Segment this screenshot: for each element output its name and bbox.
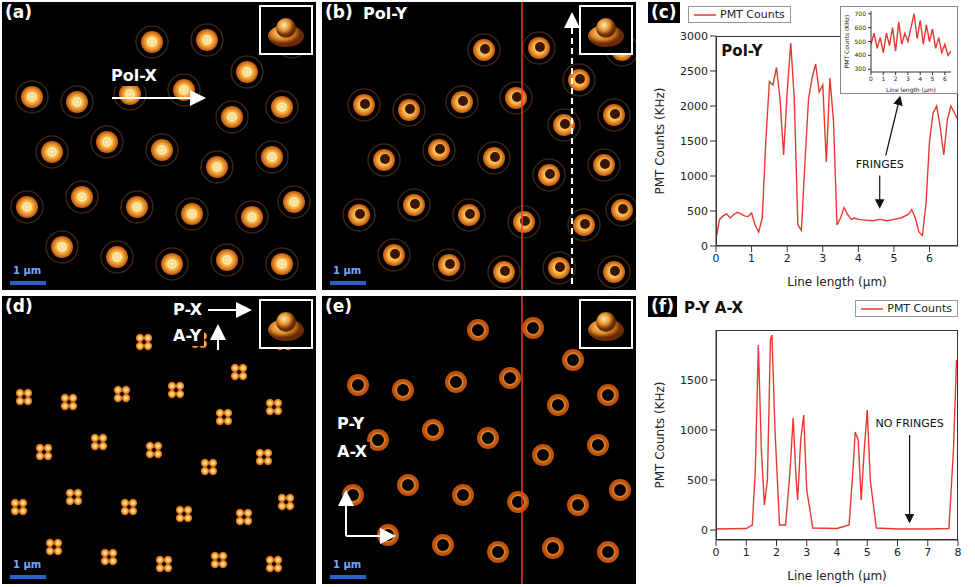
svg-text:6: 6 <box>926 252 933 265</box>
html-text:FRINGES: FRINGES <box>855 157 904 171</box>
svg-text:0: 0 <box>713 252 720 265</box>
svg-text:6: 6 <box>943 75 947 82</box>
html-text:P-Y A-X: P-Y A-X <box>684 299 743 317</box>
html-text:A-Y: A-Y <box>173 326 202 345</box>
html-text:A-X: A-X <box>337 442 368 461</box>
svg-text:1: 1 <box>748 252 755 265</box>
svg-text:3: 3 <box>819 252 826 265</box>
svg-text:1: 1 <box>743 546 750 559</box>
svg-text:2000: 2000 <box>680 100 708 113</box>
svg-text:1500: 1500 <box>680 135 708 148</box>
svg-text:0: 0 <box>713 546 720 559</box>
html-text:(f): (f) <box>651 296 674 316</box>
html-text:(d): (d) <box>5 296 33 316</box>
svg-text:2: 2 <box>784 252 791 265</box>
html-text:(c): (c) <box>651 2 677 22</box>
svg-text:2: 2 <box>894 75 898 82</box>
svg-text:1000: 1000 <box>680 170 708 183</box>
html-text:1 µm: 1 µm <box>333 265 362 276</box>
svg-text:7: 7 <box>924 546 931 559</box>
svg-text:PMT Counts (KHz): PMT Counts (KHz) <box>653 382 667 489</box>
svg-text:600: 600 <box>855 24 867 31</box>
svg-text:3: 3 <box>906 75 910 82</box>
svg-text:300: 300 <box>855 65 867 72</box>
svg-text:3000: 3000 <box>680 30 708 43</box>
html-text:Pol-X: Pol-X <box>111 66 157 85</box>
html-text:1 µm: 1 µm <box>13 559 42 570</box>
svg-text:Line length (µm): Line length (µm) <box>787 275 887 289</box>
svg-text:0: 0 <box>701 524 708 537</box>
html-text:(a): (a) <box>5 2 32 22</box>
svg-text:5: 5 <box>864 546 871 559</box>
svg-text:8: 8 <box>955 546 962 559</box>
svg-text:4: 4 <box>918 75 922 82</box>
html-text:1 µm: 1 µm <box>13 265 42 276</box>
svg-text:2500: 2500 <box>680 65 708 78</box>
svg-text:PMT Counts (KHz): PMT Counts (KHz) <box>843 15 850 69</box>
svg-text:500: 500 <box>687 474 708 487</box>
svg-text:1: 1 <box>881 75 885 82</box>
svg-text:0: 0 <box>869 75 873 82</box>
svg-text:500: 500 <box>687 205 708 218</box>
svg-text:5: 5 <box>890 252 897 265</box>
svg-text:3: 3 <box>803 546 810 559</box>
svg-text:1500: 1500 <box>680 374 708 387</box>
html-text:(b): (b) <box>325 2 353 22</box>
svg-text:5: 5 <box>931 75 935 82</box>
svg-text:6: 6 <box>894 546 901 559</box>
svg-text:0: 0 <box>701 240 708 253</box>
html-text:(e): (e) <box>325 296 353 316</box>
html-text:P-Y: P-Y <box>337 414 365 433</box>
svg-text:Line length (µm): Line length (µm) <box>886 86 936 93</box>
svg-text:700: 700 <box>855 10 867 17</box>
html-text:P-X: P-X <box>173 300 203 319</box>
html-text:PMT Counts: PMT Counts <box>720 8 785 21</box>
html-text:1 µm: 1 µm <box>333 559 362 570</box>
svg-text:400: 400 <box>855 51 867 58</box>
svg-text:1000: 1000 <box>680 424 708 437</box>
html-text:PMT Counts: PMT Counts <box>887 302 952 315</box>
svg-text:4: 4 <box>855 252 862 265</box>
html-text:Pol-Y: Pol-Y <box>363 4 408 23</box>
html-text:Pol-Y: Pol-Y <box>721 42 763 60</box>
svg-text:Line length (µm): Line length (µm) <box>787 569 887 583</box>
svg-text:500: 500 <box>855 38 867 45</box>
svg-text:4: 4 <box>834 546 841 559</box>
html-text:NO FRINGES: NO FRINGES <box>875 417 944 430</box>
svg-text:PMT Counts (KHz): PMT Counts (KHz) <box>653 88 667 195</box>
svg-text:2: 2 <box>773 546 780 559</box>
